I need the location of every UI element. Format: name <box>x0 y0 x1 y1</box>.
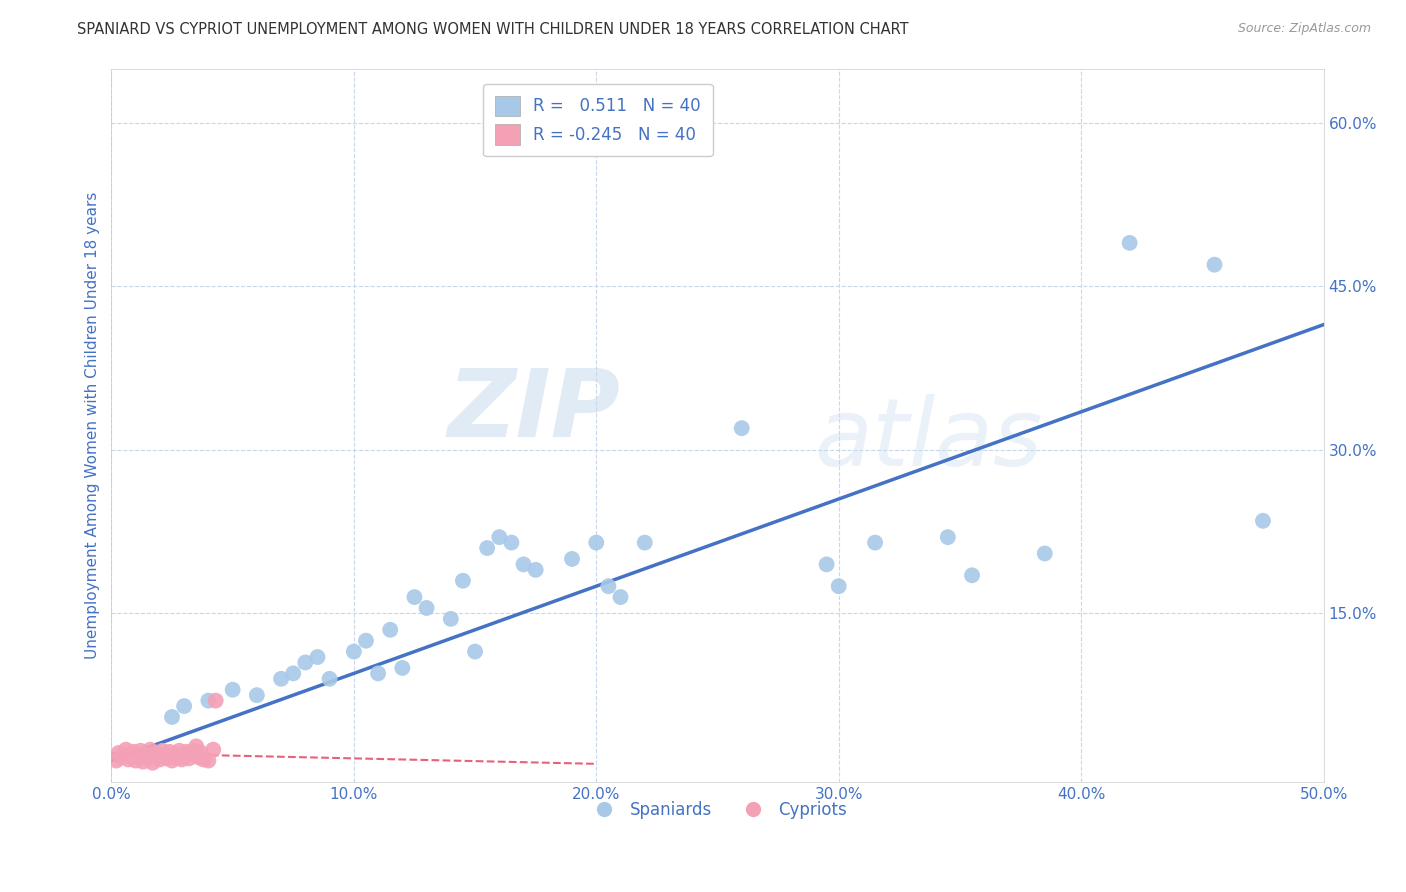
Point <box>136 750 159 764</box>
Point <box>202 742 225 756</box>
Text: SPANIARD VS CYPRIOT UNEMPLOYMENT AMONG WOMEN WITH CHILDREN UNDER 18 YEARS CORREL: SPANIARD VS CYPRIOT UNEMPLOYMENT AMONG W… <box>77 22 908 37</box>
Point <box>120 749 142 764</box>
Point <box>142 756 165 770</box>
Point <box>440 612 463 626</box>
Point <box>173 749 195 764</box>
Point <box>609 590 631 604</box>
Point <box>380 623 402 637</box>
Point <box>176 745 198 759</box>
Point <box>354 633 377 648</box>
Point <box>464 644 486 658</box>
Point <box>501 535 523 549</box>
Point <box>134 748 156 763</box>
Point <box>139 742 162 756</box>
Point <box>190 746 212 760</box>
Point <box>117 752 139 766</box>
Point <box>488 530 510 544</box>
Point <box>105 754 128 768</box>
Point <box>815 558 838 572</box>
Point <box>960 568 983 582</box>
Point <box>404 590 426 604</box>
Point <box>160 710 183 724</box>
Point <box>246 688 269 702</box>
Point <box>391 661 413 675</box>
Point <box>160 754 183 768</box>
Point <box>187 750 209 764</box>
Point <box>598 579 620 593</box>
Point <box>204 693 226 707</box>
Point <box>367 666 389 681</box>
Point <box>294 656 316 670</box>
Y-axis label: Unemployment Among Women with Children Under 18 years: Unemployment Among Women with Children U… <box>86 192 100 659</box>
Point <box>115 742 138 756</box>
Point <box>173 699 195 714</box>
Point <box>150 744 173 758</box>
Point <box>731 421 754 435</box>
Point <box>524 563 547 577</box>
Point <box>107 746 129 760</box>
Point <box>127 747 149 761</box>
Point <box>146 749 169 764</box>
Point <box>561 552 583 566</box>
Point <box>1033 547 1056 561</box>
Point <box>129 744 152 758</box>
Point <box>512 558 534 572</box>
Point <box>283 666 305 681</box>
Point <box>828 579 851 593</box>
Point <box>197 693 219 707</box>
Point <box>221 682 243 697</box>
Point <box>1118 235 1140 250</box>
Point <box>143 746 166 760</box>
Point <box>110 750 132 764</box>
Point <box>634 535 657 549</box>
Point <box>170 752 193 766</box>
Point <box>270 672 292 686</box>
Point <box>180 747 202 761</box>
Point <box>1251 514 1274 528</box>
Point <box>1204 258 1226 272</box>
Text: atlas: atlas <box>814 394 1043 485</box>
Point <box>307 650 329 665</box>
Point <box>183 744 205 758</box>
Point <box>451 574 474 588</box>
Point <box>936 530 959 544</box>
Legend: Spaniards, Cypriots: Spaniards, Cypriots <box>581 794 853 825</box>
Point <box>166 750 188 764</box>
Point <box>159 745 181 759</box>
Point <box>132 755 155 769</box>
Point <box>153 748 176 763</box>
Point <box>197 754 219 768</box>
Point <box>177 751 200 765</box>
Point <box>124 754 146 768</box>
Text: ZIP: ZIP <box>447 365 620 458</box>
Point <box>186 739 208 754</box>
Point <box>163 747 186 761</box>
Point <box>863 535 886 549</box>
Point <box>122 745 145 759</box>
Point <box>415 601 437 615</box>
Point <box>149 752 172 766</box>
Point <box>318 672 340 686</box>
Point <box>343 644 366 658</box>
Point <box>169 744 191 758</box>
Text: Source: ZipAtlas.com: Source: ZipAtlas.com <box>1237 22 1371 36</box>
Point <box>193 752 215 766</box>
Point <box>156 751 179 765</box>
Point <box>112 748 135 763</box>
Point <box>477 541 499 555</box>
Point <box>585 535 607 549</box>
